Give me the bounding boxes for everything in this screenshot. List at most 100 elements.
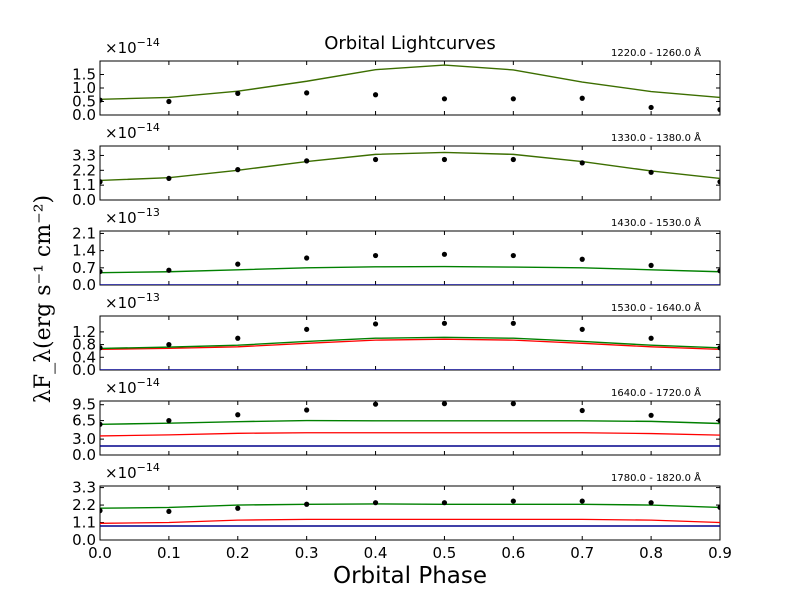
- observed-point: [441, 320, 448, 326]
- x-tick-label: 0.7: [570, 544, 594, 562]
- observed-point: [372, 92, 379, 98]
- x-tick-label: 0.4: [364, 544, 388, 562]
- y-tick-label: 1.1: [72, 176, 96, 194]
- panel-plot-area: [100, 251, 720, 285]
- y-tick-label: 0.0: [72, 106, 96, 124]
- observed-point: [510, 498, 516, 504]
- y-tick-label: 2.1: [72, 224, 96, 242]
- model-a-line: [100, 338, 720, 351]
- observed-point: [648, 262, 654, 268]
- observed-point: [100, 97, 103, 103]
- observed-point: [100, 268, 103, 275]
- y-tick-label: 3.0: [72, 430, 96, 448]
- y-tick-label: 1.0: [72, 79, 96, 97]
- band-label: 1430.0 - 1530.0 Å: [611, 216, 701, 229]
- observed-point: [717, 107, 720, 113]
- observed-point: [441, 401, 448, 407]
- y-tick-label: 0.0: [72, 191, 96, 209]
- y-tick-label: 0.8: [72, 336, 96, 354]
- observed-point: [166, 98, 172, 105]
- panel-4: 0.00.40.81.2 ×10−13 1530.0 - 1640.0 Å: [72, 291, 721, 379]
- y-tick-label: 0.0: [72, 361, 96, 379]
- exponent-multiplier: ×10−14: [105, 461, 160, 482]
- observed-point: [100, 421, 103, 427]
- observed-point: [717, 504, 720, 511]
- observed-point: [510, 401, 516, 407]
- panel-5: 0.03.06.59.5 ×10−14 1640.0 - 1720.0 Å: [72, 376, 721, 464]
- x-tick-label: 0.9: [708, 544, 732, 562]
- observed-point: [717, 268, 720, 274]
- model-a-line: [100, 518, 720, 524]
- y-tick-label: 9.5: [72, 396, 96, 414]
- observed-point: [166, 267, 172, 273]
- observed-point: [441, 96, 448, 102]
- model-a-line: [100, 432, 720, 437]
- panel-plot-area: [100, 498, 720, 527]
- total-line: [100, 64, 720, 101]
- y-tick-label: 1.1: [72, 514, 96, 532]
- y-tick-label: 0.5: [72, 93, 96, 111]
- observed-point: [166, 341, 172, 348]
- panel-1: 0.00.51.01.5 ×10−14 1220.0 - 1260.0 Å: [72, 36, 721, 124]
- total-line: [100, 503, 720, 509]
- panel-frame: [99, 485, 721, 541]
- observed-point: [510, 320, 516, 326]
- total-line: [100, 336, 720, 350]
- x-tick-label: 0.3: [295, 544, 319, 562]
- observed-point: [235, 335, 241, 341]
- x-tick-label: 0.0: [88, 544, 112, 562]
- y-tick-label: 3.3: [72, 146, 96, 164]
- y-tick-label: 1.4: [72, 242, 96, 260]
- observed-point: [372, 500, 379, 506]
- panel-plot-area: [100, 64, 720, 113]
- observed-point: [235, 167, 241, 173]
- y-tick-label: 6.5: [72, 412, 96, 430]
- y-tick-label: 0.0: [72, 531, 96, 549]
- x-axis-label: Orbital Phase: [333, 563, 487, 589]
- observed-point: [235, 90, 241, 96]
- observed-point: [717, 345, 720, 351]
- observed-point: [304, 255, 310, 261]
- observed-point: [166, 508, 172, 515]
- total-line: [100, 265, 720, 274]
- y-axis-label: λF_λ(erg s⁻¹ cm⁻²): [31, 195, 56, 403]
- y-tick-label: 0.7: [72, 259, 96, 277]
- observed-point: [648, 169, 654, 175]
- panel-plot-area: [100, 401, 720, 447]
- observed-point: [304, 407, 310, 413]
- band-label: 1780.0 - 1820.0 Å: [611, 471, 701, 484]
- observed-point: [441, 156, 448, 163]
- observed-point: [100, 179, 103, 185]
- observed-point: [372, 401, 379, 407]
- panel-frame: [99, 315, 721, 371]
- observed-point: [510, 96, 516, 102]
- x-tick-label: 0.6: [501, 544, 525, 562]
- y-tick-label: 0.0: [72, 446, 96, 464]
- y-tick-label: 1.2: [72, 323, 96, 341]
- y-tick-label: 1.5: [72, 66, 96, 84]
- exponent-multiplier: ×10−14: [105, 376, 160, 397]
- observed-point: [372, 252, 379, 259]
- observed-point: [717, 417, 720, 424]
- x-tick-label: 0.1: [157, 544, 181, 562]
- observed-point: [648, 104, 654, 111]
- observed-point: [579, 498, 585, 504]
- observed-point: [372, 156, 379, 163]
- observed-point: [100, 508, 103, 514]
- observed-point: [510, 156, 516, 163]
- observed-point: [304, 90, 310, 96]
- y-tick-label: 3.3: [72, 479, 96, 497]
- panel-plot-area: [100, 151, 720, 185]
- observed-point: [579, 407, 585, 414]
- panel-plot-area: [100, 320, 720, 370]
- total-line: [100, 419, 720, 425]
- x-tick-label: 0.8: [639, 544, 663, 562]
- panel-frame: [99, 230, 721, 286]
- observed-point: [579, 326, 585, 332]
- panel-6: 0.01.12.23.30.0 0.1 0.2 0.3 0.4 0.5 0.6 0.7 0.8 0…: [72, 461, 732, 562]
- observed-point: [304, 501, 310, 507]
- panel-frame: [99, 400, 721, 456]
- observed-point: [579, 160, 585, 166]
- band-label: 1220.0 - 1260.0 Å: [611, 46, 701, 59]
